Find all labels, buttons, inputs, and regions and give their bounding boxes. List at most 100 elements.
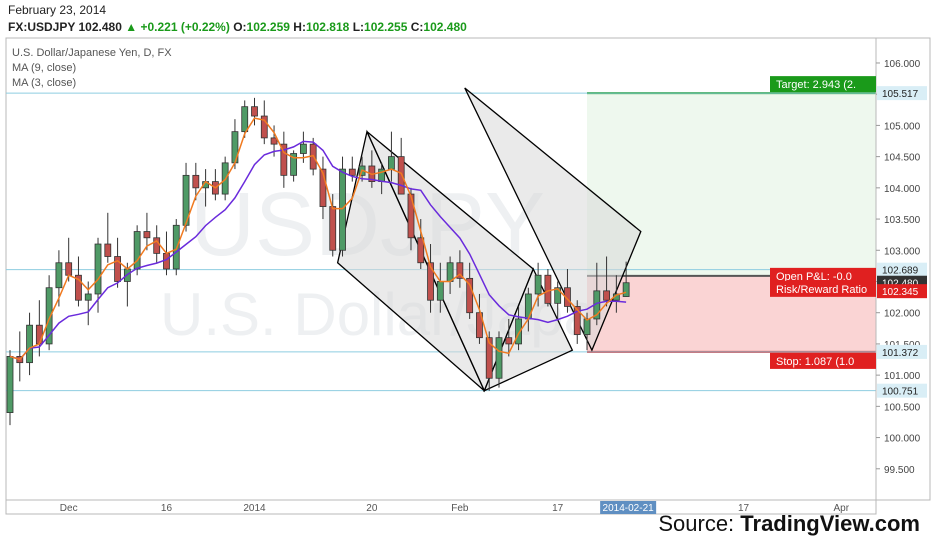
candle-body bbox=[427, 262, 434, 301]
x-tick-label: 20 bbox=[366, 503, 378, 514]
current-date-tag: 2014-02-21 bbox=[603, 503, 655, 514]
y-tick-label: 105.000 bbox=[884, 121, 921, 132]
stop-tag-bg bbox=[770, 352, 876, 369]
stop-tag: Stop: 1.087 (1.0 bbox=[776, 356, 854, 368]
mid-price-tag: 102.345 bbox=[882, 287, 919, 298]
candle-body bbox=[163, 252, 170, 270]
ma9-line bbox=[9, 140, 627, 361]
risk-reward-tag-bg bbox=[770, 280, 876, 297]
change-value: +0.221 (+0.22%) bbox=[140, 20, 230, 34]
time-axis[interactable]: Dec16201420Feb17Mar17Apr2014-02-21 bbox=[5, 499, 877, 515]
source-credit: Source: TradingView.com bbox=[658, 511, 920, 537]
x-tick-label: Feb bbox=[451, 503, 469, 514]
candle-body bbox=[94, 243, 102, 295]
y-tick-label: 104.500 bbox=[884, 153, 921, 164]
candle-body bbox=[564, 287, 571, 307]
candle-body bbox=[544, 274, 552, 304]
last-price: 102.480 bbox=[78, 20, 122, 34]
moving-averages bbox=[9, 117, 627, 361]
level-tag-bg bbox=[877, 344, 927, 359]
open-label: O: bbox=[233, 20, 247, 34]
mid-price-tag-bg bbox=[877, 284, 927, 299]
level-tag: 100.751 bbox=[882, 387, 919, 398]
level-tag-bg bbox=[877, 86, 927, 101]
low-value: 102.255 bbox=[364, 20, 408, 34]
candle-body bbox=[534, 274, 542, 295]
level-tag: 101.372 bbox=[882, 348, 919, 359]
x-tick-label: 17 bbox=[738, 503, 750, 514]
candle-body bbox=[114, 256, 121, 282]
candle-body bbox=[280, 143, 288, 176]
candle-body bbox=[388, 156, 395, 170]
candle-body bbox=[192, 174, 200, 189]
candle-body bbox=[290, 153, 298, 176]
candle-body bbox=[407, 193, 415, 239]
candle-body bbox=[417, 237, 425, 264]
target-tag: Target: 2.943 (2. bbox=[776, 79, 856, 91]
legend-ma3: MA (3, close) bbox=[12, 77, 76, 89]
x-tick-label: Apr bbox=[834, 503, 850, 514]
open-value: 102.259 bbox=[246, 20, 290, 34]
candle-body bbox=[270, 137, 278, 145]
source-brand: TradingView.com bbox=[740, 511, 920, 536]
candle-body bbox=[319, 168, 327, 207]
level-tag-bg bbox=[877, 262, 927, 277]
candle-body bbox=[505, 337, 513, 345]
legend-ma9: MA (9, close) bbox=[12, 62, 76, 74]
candle-body bbox=[495, 337, 503, 379]
candle-body bbox=[348, 168, 356, 176]
high-value: 102.818 bbox=[305, 20, 350, 34]
y-tick-label: 103.500 bbox=[884, 215, 921, 226]
candle-body bbox=[26, 324, 33, 364]
x-tick-label: Dec bbox=[60, 503, 78, 514]
candle-body bbox=[397, 156, 405, 195]
quote-bar: FX:USDJPY 102.480 ▲ +0.221 (+0.22%) O:10… bbox=[8, 20, 467, 34]
candle-body bbox=[143, 231, 151, 239]
source-prefix: Source: bbox=[658, 511, 741, 536]
y-tick-label: 101.000 bbox=[884, 371, 921, 382]
candle-body bbox=[515, 318, 522, 345]
candle-body bbox=[466, 277, 474, 314]
y-tick-label: 100.000 bbox=[884, 434, 921, 445]
up-arrow-icon: ▲ bbox=[125, 20, 138, 34]
candle-body bbox=[75, 274, 82, 301]
close-value: 102.480 bbox=[423, 20, 467, 34]
candle-body bbox=[329, 206, 337, 251]
y-tick-label: 103.000 bbox=[884, 246, 921, 257]
candle-body bbox=[182, 174, 190, 226]
low-label: L: bbox=[352, 20, 365, 34]
close-label: C: bbox=[410, 20, 424, 34]
candle-body bbox=[603, 290, 610, 301]
candle-body bbox=[485, 337, 493, 379]
candle-body bbox=[554, 287, 562, 304]
candle-body bbox=[622, 282, 630, 297]
candle-body bbox=[6, 356, 14, 413]
level-tag: 105.517 bbox=[882, 89, 919, 100]
candle-body bbox=[45, 287, 53, 345]
candle-body bbox=[583, 318, 591, 335]
x-tick-label: 16 bbox=[161, 503, 173, 514]
time-axis-bg bbox=[5, 499, 877, 515]
candle-body bbox=[84, 293, 92, 301]
candle-body bbox=[446, 262, 454, 282]
open-pnl-tag: Open P&L: -0.0 bbox=[776, 271, 852, 283]
candle-body bbox=[65, 262, 73, 276]
y-tick-label: 102.000 bbox=[884, 309, 921, 320]
candle-body bbox=[299, 143, 307, 154]
target-tag-bg bbox=[770, 76, 876, 93]
x-tick-label: 17 bbox=[552, 503, 564, 514]
legend-title: U.S. Dollar/Japanese Yen, D, FX bbox=[12, 47, 172, 59]
level-tag: 102.689 bbox=[882, 266, 919, 277]
y-tick-label: 99.500 bbox=[884, 465, 915, 476]
high-label: H: bbox=[293, 20, 306, 34]
risk-reward-tag: Risk/Reward Ratio bbox=[776, 284, 867, 296]
candle-body bbox=[55, 262, 63, 289]
price-tags: 105.517102.689101.372100.751102.480102.3… bbox=[770, 76, 927, 398]
candle-body bbox=[251, 106, 258, 117]
current-date-tag-bg bbox=[600, 501, 657, 514]
candle-body bbox=[35, 324, 43, 345]
candle-body bbox=[260, 115, 268, 139]
candle-body bbox=[436, 281, 444, 301]
level-tag-bg bbox=[877, 383, 927, 398]
